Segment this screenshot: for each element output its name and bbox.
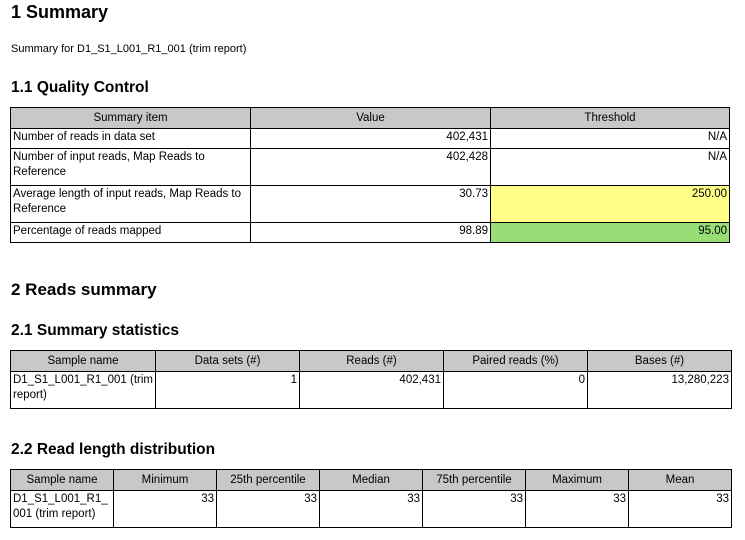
median-cell: 33 [319,490,423,528]
quality-control-table: Summary item Value Threshold Number of r… [10,107,730,243]
sample-name-cell: D1_S1_L001_R1_001 (trim report) [10,490,114,528]
header-75th-percentile: 75th percentile [422,469,526,491]
read-length-table: Sample name Minimum 25th percentile Medi… [10,469,732,528]
summary-statistics-title: 2.1 Summary statistics [11,322,180,339]
qc-value: 30.73 [250,185,491,223]
header-paired-reads: Paired reads (%) [443,350,588,372]
qc-threshold: N/A [490,128,730,149]
qc-item: Average length of input reads, Map Reads… [10,185,251,223]
table-header-row: Sample name Minimum 25th percentile Medi… [10,469,732,491]
paired-reads-cell: 0 [443,371,588,409]
p25-cell: 33 [216,490,320,528]
table-header-row: Summary item Value Threshold [10,107,730,129]
maximum-cell: 33 [525,490,629,528]
minimum-cell: 33 [113,490,217,528]
qc-value: 98.89 [250,222,491,243]
header-data-sets: Data sets (#) [155,350,300,372]
header-reads: Reads (#) [299,350,444,372]
p75-cell: 33 [422,490,526,528]
header-median: Median [319,469,423,491]
read-length-distribution-title: 2.2 Read length distribution [11,441,216,458]
sample-name-cell: D1_S1_L001_R1_001 (trim report) [10,371,156,409]
qc-item: Number of input reads, Map Reads to Refe… [10,148,251,186]
summary-subtitle: Summary for D1_S1_L001_R1_001 (trim repo… [11,43,247,55]
header-sample-name: Sample name [10,469,114,491]
header-mean: Mean [628,469,732,491]
reads-cell: 402,431 [299,371,444,409]
table-header-row: Sample name Data sets (#) Reads (#) Pair… [10,350,732,372]
qc-value: 402,428 [250,148,491,186]
header-value: Value [250,107,491,129]
qc-item: Number of reads in data set [10,128,251,149]
mean-cell: 33 [628,490,732,528]
header-sample-name: Sample name [10,350,156,372]
quality-control-title: 1.1 Quality Control [11,79,149,96]
bases-cell: 13,280,223 [587,371,732,409]
qc-value: 402,431 [250,128,491,149]
section-2-title: 2 Reads summary [11,280,157,299]
header-25th-percentile: 25th percentile [216,469,320,491]
data-sets-cell: 1 [155,371,300,409]
header-maximum: Maximum [525,469,629,491]
header-threshold: Threshold [490,107,730,129]
table-row: D1_S1_L001_R1_001 (trim report) 1 402,43… [10,371,732,409]
qc-threshold-warning: 250.00 [490,185,730,223]
qc-item: Percentage of reads mapped [10,222,251,243]
summary-statistics-table: Sample name Data sets (#) Reads (#) Pair… [10,350,732,409]
header-summary-item: Summary item [10,107,251,129]
table-row: D1_S1_L001_R1_001 (trim report) 33 33 33… [10,490,732,528]
section-1-title: 1 Summary [11,2,109,22]
header-bases: Bases (#) [587,350,732,372]
table-row: Number of reads in data set 402,431 N/A [10,128,730,149]
table-row: Number of input reads, Map Reads to Refe… [10,148,730,186]
header-minimum: Minimum [113,469,217,491]
table-row: Percentage of reads mapped 98.89 95.00 [10,222,730,243]
qc-threshold-pass: 95.00 [490,222,730,243]
table-row: Average length of input reads, Map Reads… [10,185,730,223]
qc-threshold: N/A [490,148,730,186]
